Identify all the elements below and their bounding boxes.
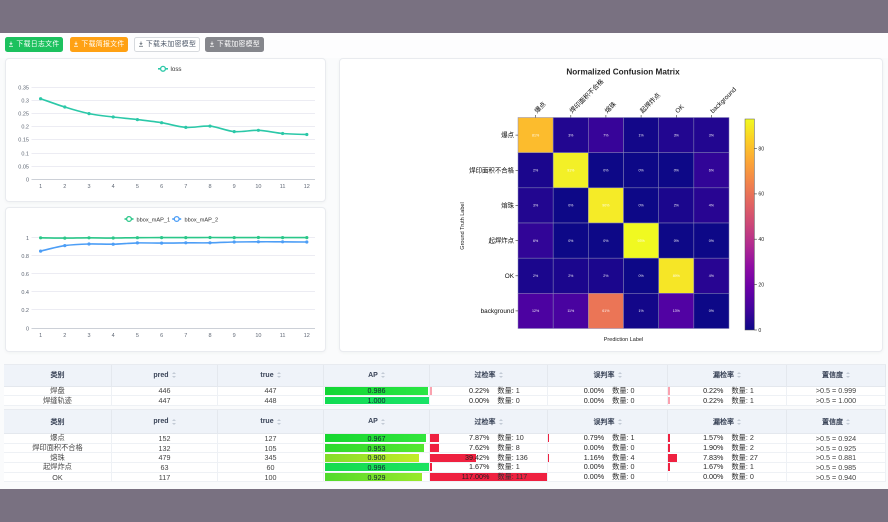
- svg-text:1%: 1%: [638, 309, 644, 313]
- svg-text:0%: 0%: [638, 274, 644, 278]
- svg-text:6%: 6%: [709, 169, 715, 173]
- svg-text:0: 0: [758, 328, 761, 334]
- svg-text:61%: 61%: [602, 309, 610, 313]
- svg-text:80: 80: [758, 146, 764, 152]
- svg-text:0.05: 0.05: [18, 165, 29, 171]
- svg-text:熔珠: 熔珠: [602, 99, 618, 115]
- svg-text:3%: 3%: [709, 133, 715, 137]
- svg-text:焊印面积不合格: 焊印面积不合格: [469, 165, 514, 174]
- svg-text:9: 9: [233, 333, 236, 339]
- svg-text:OK: OK: [505, 273, 515, 280]
- svg-text:0%: 0%: [603, 239, 609, 243]
- svg-text:11: 11: [280, 184, 286, 190]
- svg-text:40: 40: [758, 237, 764, 243]
- svg-text:12: 12: [304, 184, 310, 190]
- svg-text:OK: OK: [674, 103, 686, 115]
- svg-text:4%: 4%: [709, 204, 715, 208]
- svg-text:20: 20: [758, 282, 764, 288]
- svg-text:3%: 3%: [674, 133, 680, 137]
- svg-text:0%: 0%: [638, 204, 644, 208]
- svg-text:13%: 13%: [673, 309, 681, 313]
- svg-text:0.3: 0.3: [21, 99, 29, 105]
- svg-text:3: 3: [87, 333, 90, 339]
- svg-text:93%: 93%: [637, 239, 645, 243]
- svg-text:6: 6: [160, 333, 163, 339]
- svg-text:1: 1: [39, 184, 42, 190]
- svg-text:background: background: [709, 86, 738, 115]
- svg-text:0%: 0%: [638, 169, 644, 173]
- svg-text:2%: 2%: [568, 274, 574, 278]
- svg-text:6: 6: [160, 184, 163, 190]
- svg-text:7: 7: [184, 184, 187, 190]
- svg-text:0: 0: [26, 327, 29, 333]
- svg-text:9: 9: [233, 184, 236, 190]
- svg-text:5: 5: [136, 184, 139, 190]
- svg-text:0.4: 0.4: [21, 290, 29, 296]
- svg-text:1%: 1%: [638, 133, 644, 137]
- svg-text:11: 11: [280, 333, 286, 339]
- svg-text:爆点: 爆点: [532, 99, 548, 115]
- svg-text:12%: 12%: [532, 309, 540, 313]
- svg-text:0.35: 0.35: [18, 86, 29, 92]
- svg-text:0%: 0%: [709, 309, 715, 313]
- svg-text:2%: 2%: [533, 274, 539, 278]
- svg-text:2: 2: [63, 333, 66, 339]
- svg-text:熔珠: 熔珠: [501, 200, 514, 209]
- svg-text:0.25: 0.25: [18, 112, 29, 118]
- svg-text:Prediction Label: Prediction Label: [604, 337, 643, 343]
- svg-text:0: 0: [26, 178, 29, 184]
- svg-text:0.2: 0.2: [21, 308, 29, 314]
- svg-text:0%: 0%: [674, 169, 680, 173]
- svg-text:8: 8: [208, 184, 211, 190]
- svg-text:Ground Truth Label: Ground Truth Label: [460, 202, 466, 249]
- svg-text:bbox_mAP_2: bbox_mAP_2: [185, 217, 219, 223]
- svg-text:0%: 0%: [674, 239, 680, 243]
- svg-text:起焊炸点: 起焊炸点: [488, 236, 514, 245]
- svg-text:2%: 2%: [603, 274, 609, 278]
- svg-text:0.8: 0.8: [21, 254, 29, 260]
- svg-text:0.2: 0.2: [21, 125, 29, 131]
- svg-text:background: background: [481, 308, 515, 315]
- svg-text:4: 4: [112, 184, 115, 190]
- svg-text:81%: 81%: [532, 133, 540, 137]
- svg-text:12: 12: [304, 333, 310, 339]
- svg-text:2: 2: [63, 184, 66, 190]
- svg-text:2%: 2%: [533, 169, 539, 173]
- svg-text:3%: 3%: [533, 204, 539, 208]
- svg-text:4%: 4%: [709, 274, 715, 278]
- svg-text:0.1: 0.1: [21, 152, 29, 158]
- svg-text:Normalized Confusion Matrix: Normalized Confusion Matrix: [566, 68, 680, 77]
- svg-text:7: 7: [184, 333, 187, 339]
- svg-text:2%: 2%: [674, 204, 680, 208]
- svg-text:5: 5: [136, 333, 139, 339]
- svg-text:0.6: 0.6: [21, 272, 29, 278]
- svg-text:90%: 90%: [602, 204, 610, 208]
- svg-text:1: 1: [26, 236, 29, 242]
- svg-text:loss: loss: [171, 66, 182, 73]
- svg-text:0%: 0%: [568, 239, 574, 243]
- svg-text:焊印面积不合格: 焊印面积不合格: [567, 76, 605, 114]
- svg-text:10: 10: [255, 333, 261, 339]
- svg-text:4: 4: [112, 333, 115, 339]
- svg-text:1: 1: [39, 333, 42, 339]
- svg-text:0%: 0%: [568, 204, 574, 208]
- svg-text:89%: 89%: [673, 274, 681, 278]
- svg-text:6%: 6%: [533, 239, 539, 243]
- svg-text:0.15: 0.15: [18, 138, 29, 144]
- svg-text:0%: 0%: [709, 239, 715, 243]
- svg-text:0%: 0%: [603, 169, 609, 173]
- svg-text:3%: 3%: [568, 133, 574, 137]
- svg-text:60: 60: [758, 192, 764, 198]
- svg-text:爆点: 爆点: [501, 130, 514, 139]
- svg-text:bbox_mAP_1: bbox_mAP_1: [137, 217, 171, 223]
- svg-text:10: 10: [255, 184, 261, 190]
- svg-text:3: 3: [87, 184, 90, 190]
- svg-text:7%: 7%: [603, 133, 609, 137]
- svg-text:起焊炸点: 起焊炸点: [638, 90, 663, 115]
- svg-text:11%: 11%: [567, 309, 575, 313]
- svg-text:91%: 91%: [567, 169, 575, 173]
- svg-text:8: 8: [208, 333, 211, 339]
